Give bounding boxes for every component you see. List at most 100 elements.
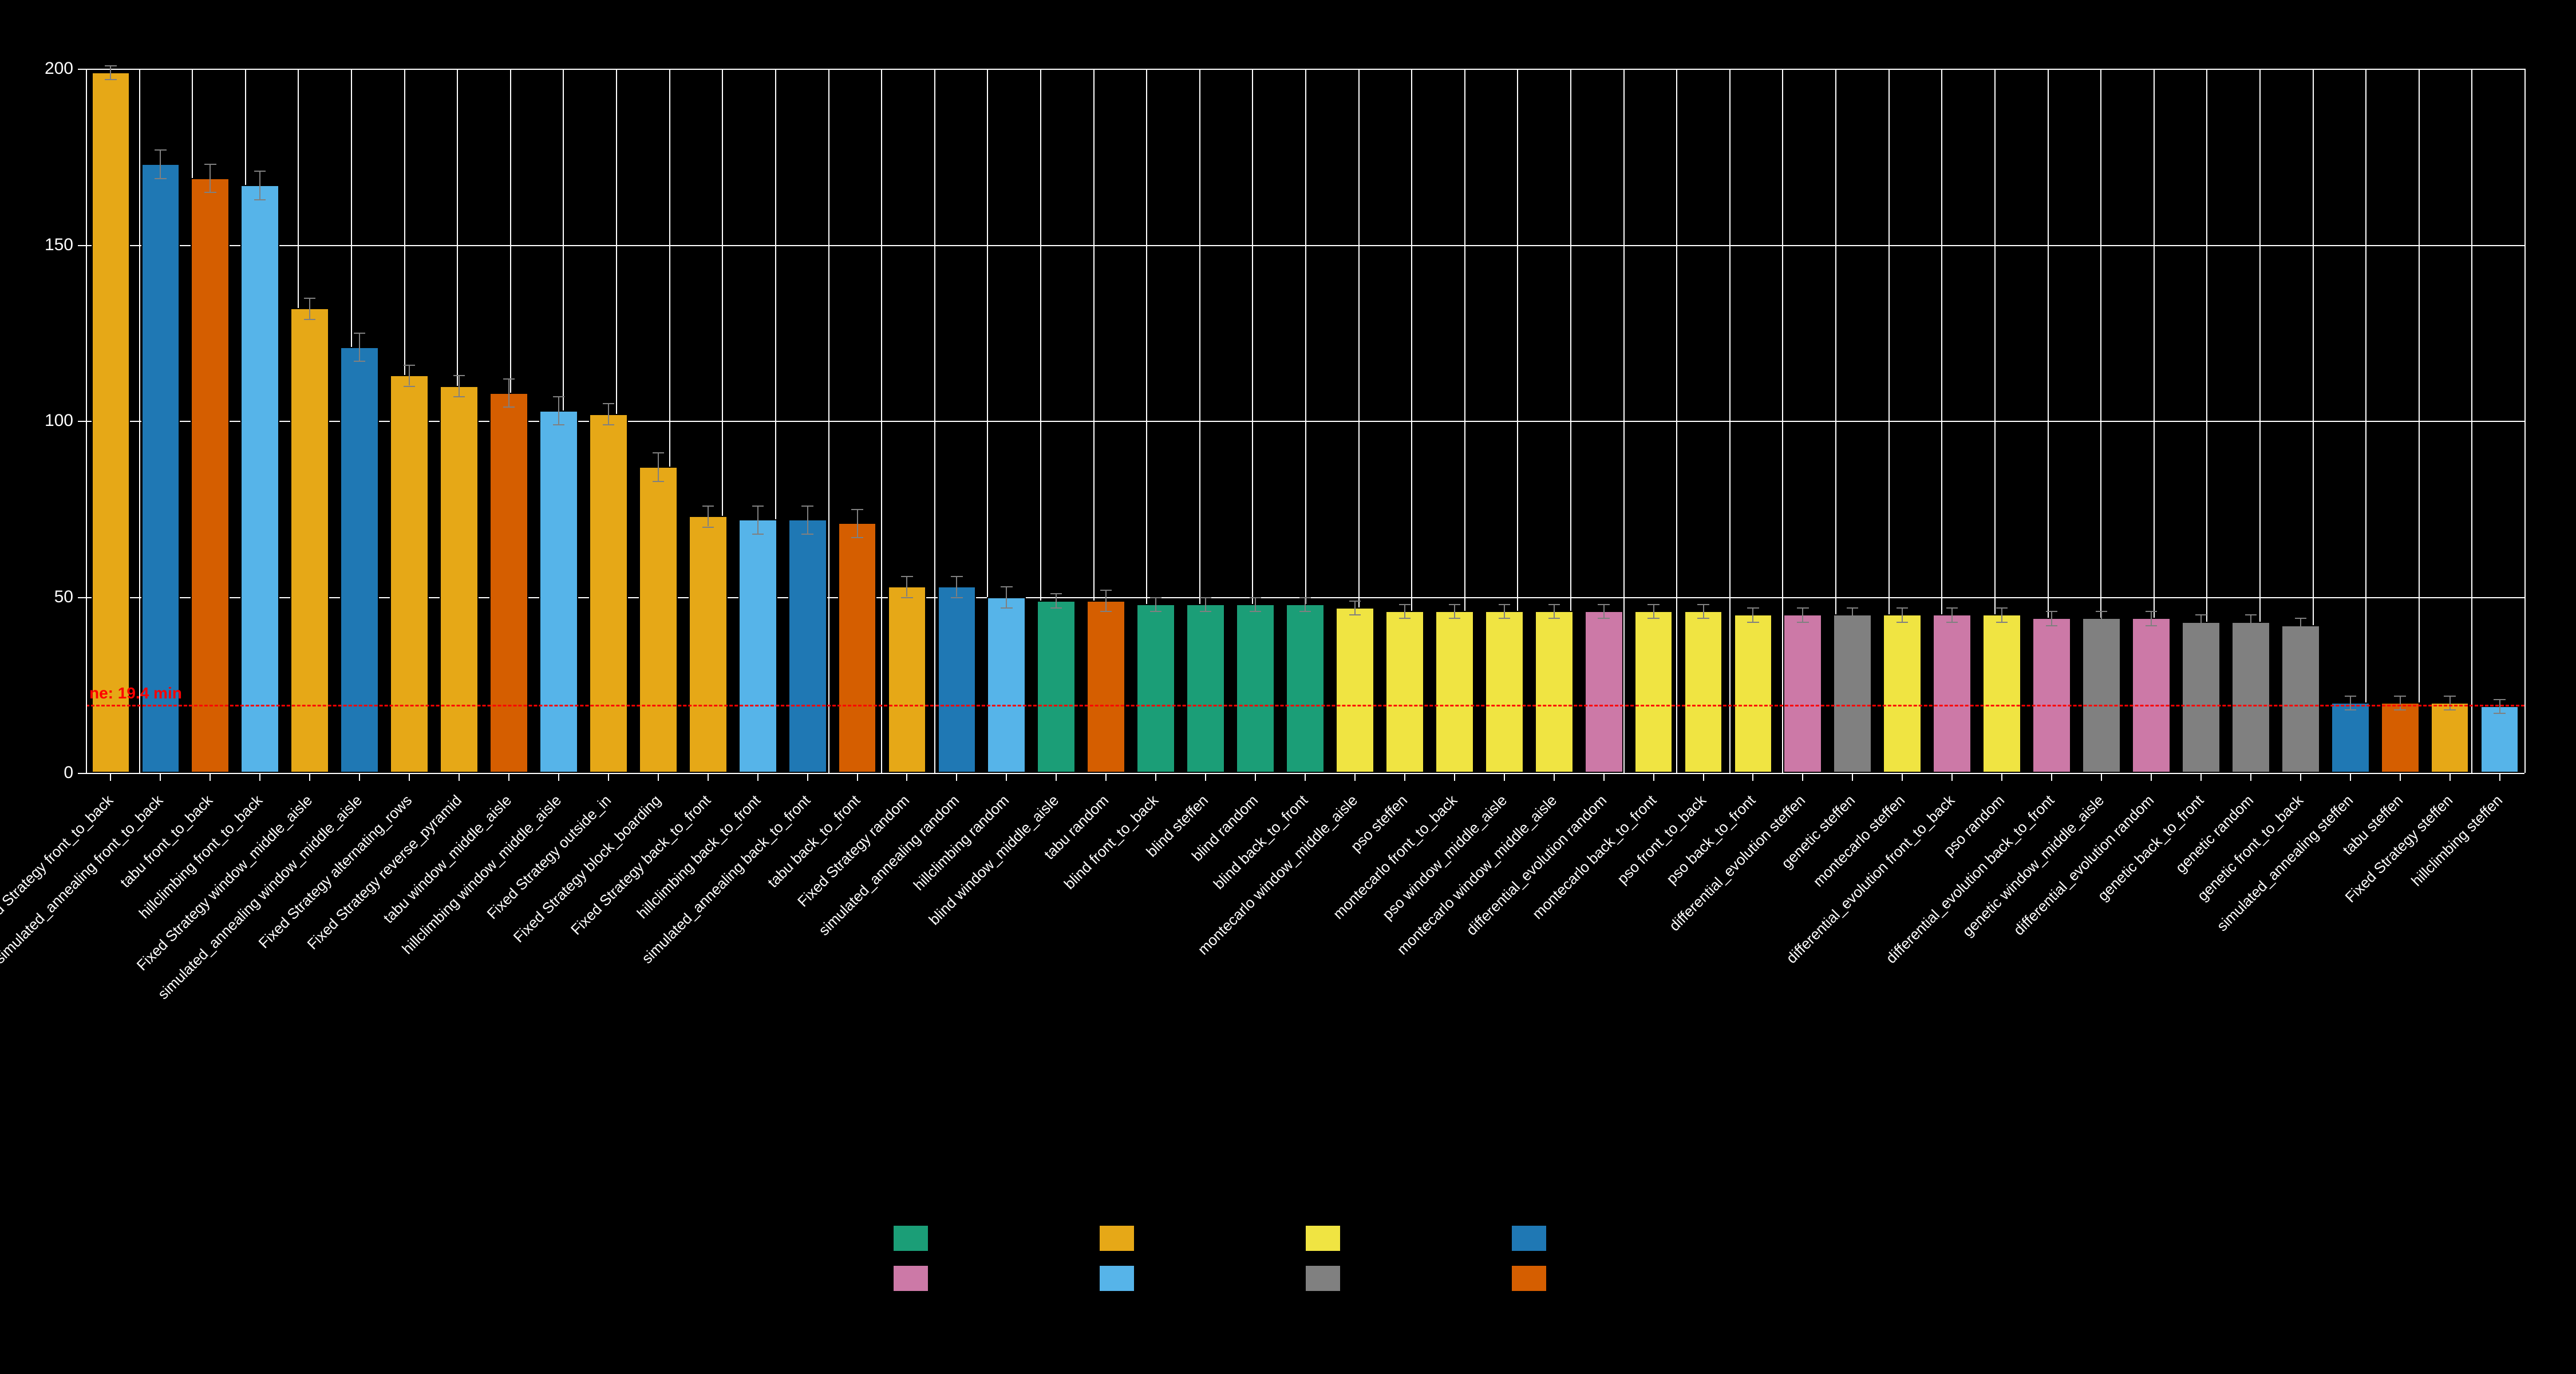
bar <box>1734 614 1773 773</box>
error-bar-cap <box>254 171 266 172</box>
error-bar-cap <box>603 424 614 425</box>
bar <box>738 519 777 773</box>
grid-line-v <box>2365 69 2366 773</box>
legend-swatch <box>1305 1225 1341 1251</box>
x-tick-mark <box>210 773 211 781</box>
bar <box>2431 702 2470 773</box>
error-bar-cap <box>1996 622 2008 623</box>
error-bar-cap <box>1499 604 1510 605</box>
x-tick-mark <box>459 773 460 781</box>
error-bar-cap <box>1250 597 1261 598</box>
x-axis <box>86 773 2524 774</box>
error-bar-cap <box>503 378 515 380</box>
error-bar-cap <box>1598 604 1609 605</box>
error-bar-cap <box>851 537 863 538</box>
error-bar <box>160 149 161 177</box>
bar <box>938 586 977 773</box>
x-tick-mark <box>1802 773 1803 781</box>
reference-line <box>86 705 2524 706</box>
error-bar-cap <box>2444 709 2455 710</box>
error-bar <box>1155 597 1156 611</box>
y-axis <box>86 69 87 773</box>
error-bar-cap <box>1847 622 1858 623</box>
error-bar-cap <box>2394 696 2405 697</box>
bar <box>2231 622 2270 773</box>
error-bar-cap <box>254 199 266 200</box>
error-bar-cap <box>2096 611 2107 612</box>
grid-line-v <box>139 69 140 773</box>
bar <box>1535 611 1574 773</box>
error-bar-cap <box>1747 622 1759 623</box>
error-bar <box>1255 597 1256 611</box>
error-bar-cap <box>1946 607 1958 609</box>
x-tick-mark <box>2499 773 2500 781</box>
bar <box>1883 614 1922 773</box>
x-tick-mark <box>1554 773 1555 781</box>
x-tick-mark <box>1155 773 1156 781</box>
y-tick-mark <box>78 597 86 598</box>
error-bar-cap <box>105 65 116 66</box>
error-bar-cap <box>1299 597 1311 598</box>
error-bar <box>1603 604 1605 618</box>
error-bar <box>1454 604 1455 618</box>
error-bar <box>1354 601 1356 615</box>
bar <box>2381 702 2420 773</box>
error-bar-cap <box>2345 709 2356 710</box>
bar <box>1037 601 1076 773</box>
bar <box>2032 618 2071 773</box>
error-bar-cap <box>1499 618 1510 619</box>
error-bar-cap <box>155 149 166 151</box>
error-bar <box>807 506 808 534</box>
error-bar-cap <box>2295 632 2306 633</box>
bar <box>1933 614 1971 773</box>
error-bar-cap <box>1847 607 1858 609</box>
x-tick-label: hillclimbing steffen <box>2170 792 2506 1128</box>
x-tick-mark <box>259 773 260 781</box>
x-tick-mark <box>2449 773 2451 781</box>
legend <box>893 1225 1683 1292</box>
legend-swatch <box>1099 1265 1135 1292</box>
error-bar-cap <box>603 403 614 404</box>
error-bar-cap <box>901 576 912 577</box>
x-tick-mark <box>1902 773 1903 781</box>
x-tick-mark <box>508 773 509 781</box>
x-tick-label: genetic front_to_back <box>1970 792 2307 1128</box>
y-tick-label: 150 <box>45 235 73 255</box>
error-bar <box>2151 611 2152 625</box>
bar <box>2182 622 2221 773</box>
y-tick-mark <box>78 773 86 774</box>
plot-area: ne: 19.4 min <box>86 69 2524 773</box>
error-bar-cap <box>553 396 564 397</box>
bar <box>1982 614 2021 773</box>
error-bar <box>1752 607 1753 622</box>
error-bar <box>309 298 310 319</box>
error-bar <box>1554 604 1555 618</box>
x-tick-mark <box>857 773 858 781</box>
legend-item <box>1511 1265 1683 1292</box>
error-bar <box>2350 696 2351 710</box>
error-bar <box>2101 611 2102 625</box>
y-tick-mark <box>78 245 86 246</box>
x-tick-mark <box>658 773 659 781</box>
error-bar <box>2051 611 2052 625</box>
x-tick-mark <box>1105 773 1107 781</box>
error-bar <box>757 506 758 534</box>
error-bar <box>1305 597 1306 611</box>
bar <box>1385 611 1424 773</box>
error-bar-cap <box>2046 611 2057 612</box>
error-bar-cap <box>1996 607 2008 609</box>
error-bar <box>558 396 559 424</box>
error-bar <box>708 506 709 527</box>
x-tick-mark <box>1653 773 1654 781</box>
bar <box>1634 611 1673 773</box>
error-bar-cap <box>1747 607 1759 609</box>
bar <box>1684 611 1723 773</box>
error-bar-cap <box>1548 618 1560 619</box>
error-bar-cap <box>1001 586 1012 587</box>
error-bar-cap <box>752 506 764 507</box>
error-bar-cap <box>1449 618 1460 619</box>
error-bar-cap <box>702 527 714 528</box>
error-bar <box>658 452 659 480</box>
error-bar-cap <box>801 506 813 507</box>
x-tick-label: Fixed Strategy steffen <box>2120 792 2456 1128</box>
